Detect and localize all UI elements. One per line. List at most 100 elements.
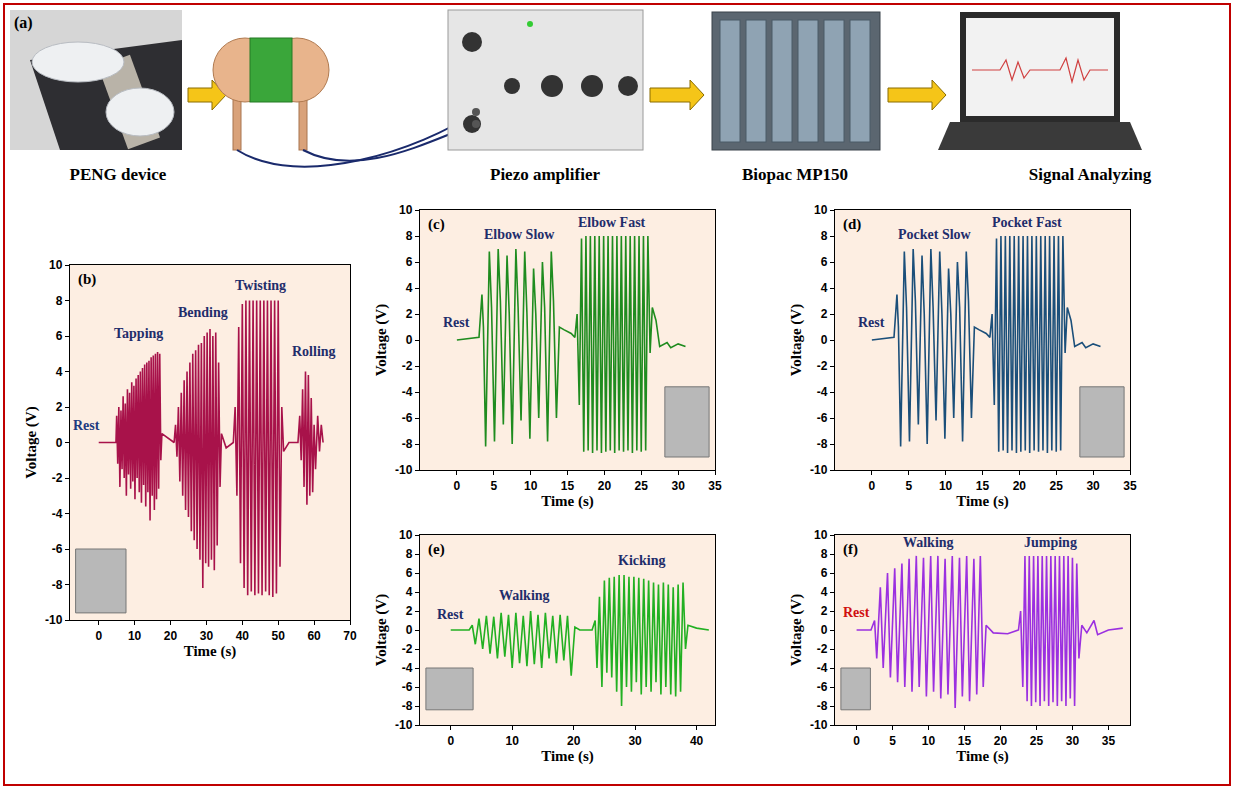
svg-text:6: 6 [406,255,413,269]
svg-text:-2: -2 [817,359,828,373]
svg-text:-2: -2 [402,642,413,656]
svg-text:-4: -4 [817,385,828,399]
svg-text:Voltage (V): Voltage (V) [788,594,805,666]
svg-text:Rest: Rest [73,418,100,433]
svg-text:8: 8 [821,547,828,561]
svg-text:Elbow Slow: Elbow Slow [484,227,555,242]
svg-text:-6: -6 [52,542,63,556]
svg-text:35: 35 [1102,734,1116,748]
svg-text:-2: -2 [52,471,63,485]
svg-text:20: 20 [994,734,1008,748]
svg-text:0: 0 [454,479,461,493]
svg-text:Time (s): Time (s) [541,493,594,510]
svg-text:-8: -8 [817,437,828,451]
svg-text:Biopac MP150: Biopac MP150 [742,165,848,184]
svg-text:10: 10 [524,479,538,493]
svg-text:20: 20 [567,734,581,748]
svg-text:Voltage (V): Voltage (V) [373,594,390,666]
svg-text:-6: -6 [817,411,828,425]
svg-text:Rest: Rest [843,605,870,620]
svg-text:2: 2 [821,604,828,618]
svg-text:Kicking: Kicking [618,553,665,568]
svg-text:35: 35 [708,479,722,493]
svg-text:20: 20 [598,479,612,493]
svg-text:15: 15 [976,479,990,493]
svg-text:20: 20 [1013,479,1027,493]
svg-text:20: 20 [164,629,178,643]
svg-text:5: 5 [905,479,912,493]
svg-text:-2: -2 [402,359,413,373]
svg-text:5: 5 [490,479,497,493]
svg-text:0: 0 [821,333,828,347]
svg-text:(b): (b) [78,271,96,288]
svg-text:Piezo amplifier: Piezo amplifier [490,165,600,184]
svg-text:-6: -6 [817,680,828,694]
svg-text:6: 6 [821,566,828,580]
svg-text:30: 30 [628,734,642,748]
svg-text:5: 5 [889,734,896,748]
svg-text:Elbow Fast: Elbow Fast [578,215,646,230]
svg-text:(f): (f) [843,541,858,558]
svg-text:6: 6 [821,255,828,269]
svg-text:-10: -10 [45,613,63,627]
svg-text:2: 2 [406,604,413,618]
svg-text:Pocket Slow: Pocket Slow [898,227,972,242]
svg-text:-6: -6 [402,680,413,694]
svg-text:60: 60 [307,629,321,643]
svg-text:-4: -4 [402,661,413,675]
svg-text:25: 25 [635,479,649,493]
svg-text:10: 10 [922,734,936,748]
svg-text:30: 30 [1086,479,1100,493]
svg-text:-4: -4 [817,661,828,675]
svg-text:35: 35 [1123,479,1137,493]
svg-text:Voltage (V): Voltage (V) [23,406,40,478]
svg-text:Twisting: Twisting [235,278,286,293]
svg-text:4: 4 [56,365,63,379]
svg-text:4: 4 [821,281,828,295]
svg-text:Rest: Rest [858,315,885,330]
svg-text:30: 30 [1066,734,1080,748]
svg-text:0: 0 [406,623,413,637]
svg-text:8: 8 [821,229,828,243]
svg-text:(e): (e) [428,541,445,558]
svg-text:Time (s): Time (s) [541,748,594,765]
svg-text:Time (s): Time (s) [956,493,1009,510]
svg-text:6: 6 [56,329,63,343]
svg-text:50: 50 [272,629,286,643]
svg-text:10: 10 [814,203,828,217]
svg-text:-8: -8 [817,699,828,713]
svg-text:PENG device: PENG device [70,165,167,184]
svg-text:(a): (a) [14,14,33,32]
svg-text:Voltage (V): Voltage (V) [788,304,805,376]
svg-text:10: 10 [128,629,142,643]
svg-text:Walking: Walking [903,535,954,550]
svg-text:Rest: Rest [437,607,464,622]
svg-text:Bending: Bending [178,305,228,320]
svg-text:Signal Analyzing: Signal Analyzing [1029,165,1152,184]
svg-text:Rest: Rest [443,315,470,330]
svg-text:-4: -4 [402,385,413,399]
svg-text:0: 0 [869,479,876,493]
svg-text:10: 10 [814,528,828,542]
svg-text:0: 0 [853,734,860,748]
svg-text:4: 4 [821,585,828,599]
svg-text:30: 30 [671,479,685,493]
svg-text:Voltage (V): Voltage (V) [373,304,390,376]
svg-text:4: 4 [406,585,413,599]
svg-text:6: 6 [406,566,413,580]
svg-text:2: 2 [821,307,828,321]
svg-text:10: 10 [506,734,520,748]
svg-text:Walking: Walking [499,588,550,603]
svg-text:Jumping: Jumping [1024,535,1077,550]
svg-text:15: 15 [958,734,972,748]
svg-text:2: 2 [406,307,413,321]
svg-text:-6: -6 [402,411,413,425]
svg-text:0: 0 [447,734,454,748]
svg-text:30: 30 [200,629,214,643]
svg-text:-8: -8 [402,437,413,451]
svg-text:8: 8 [406,547,413,561]
svg-text:8: 8 [56,294,63,308]
svg-text:Pocket Fast: Pocket Fast [992,215,1062,230]
svg-text:-10: -10 [810,718,828,732]
svg-text:25: 25 [1050,479,1064,493]
